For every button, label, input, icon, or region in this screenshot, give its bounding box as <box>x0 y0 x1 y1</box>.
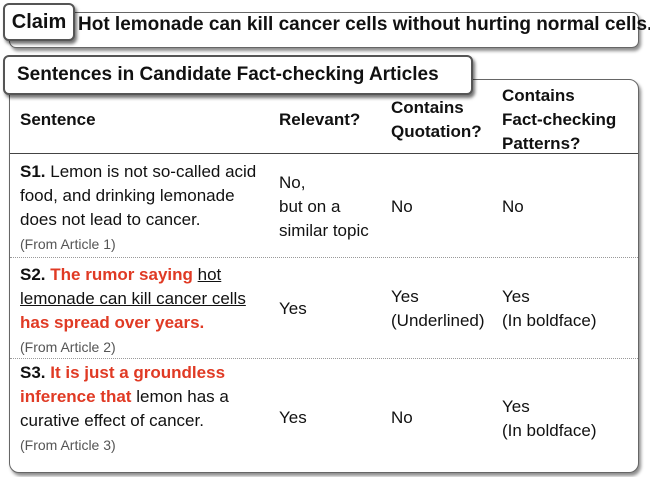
claim-box <box>9 12 639 48</box>
row-s2-patterns: Yes (In boldface) <box>502 285 597 333</box>
row-s2-source: (From Article 2) <box>20 339 116 355</box>
row-s2-relevant: Yes <box>279 299 307 318</box>
row-s1-relevant: No, but on a similar topic <box>279 171 369 243</box>
row-s3-relevant: Yes <box>279 408 307 427</box>
header-sentence: Sentence <box>20 110 96 129</box>
row-s3-patterns-line1: Yes <box>502 397 530 416</box>
row-s3-quotation: No <box>391 408 413 427</box>
row-s3-text-red1: It is just a groundless <box>50 363 226 382</box>
row-s2-text-red1: The rumor saying <box>50 265 193 284</box>
row-s3-patterns: Yes (In boldface) <box>502 395 597 443</box>
row-s2-patterns-line2: (In boldface) <box>502 311 597 330</box>
row-s3-text-red2: inference that <box>20 387 132 406</box>
header-patterns-line1: Contains <box>502 86 575 105</box>
header-patterns-line2: Fact-checking <box>502 110 617 129</box>
row-s1-relevant-line1: No, <box>279 173 306 192</box>
row-s2-id: S2. <box>20 265 46 284</box>
row-s2-text-red2: has spread over years. <box>20 313 205 332</box>
header-patterns: Contains Fact-checking Patterns? <box>502 84 616 156</box>
row-s1-id: S1. <box>20 162 46 181</box>
sentences-table-panel <box>9 79 639 473</box>
row-s2-patterns-line1: Yes <box>502 287 530 306</box>
row-s1-text-line3: does not lead to cancer. <box>20 210 201 229</box>
row-s1-relevant-line2: but on a <box>279 197 341 216</box>
row-s1-quotation: No <box>391 197 413 216</box>
row-s2-text-underlined2: lemonade can kill cancer cells <box>20 289 246 308</box>
row-s3-sentence: S3. It is just a groundless inference th… <box>20 361 229 457</box>
row-s1-text-line1: Lemon is not so-called acid <box>50 162 257 181</box>
header-patterns-line3: Patterns? <box>502 134 581 153</box>
row-s3-id: S3. <box>20 363 46 382</box>
header-divider <box>10 153 638 154</box>
row-s2-sentence: S2. The rumor saying hot lemonade can ki… <box>20 263 246 359</box>
row-s1-source: (From Article 1) <box>20 236 116 252</box>
row-divider <box>10 257 638 258</box>
row-s2-quotation-line1: Yes <box>391 287 419 306</box>
row-s3-patterns-line2: (In boldface) <box>502 421 597 440</box>
claim-tag: Claim <box>3 3 75 41</box>
row-s1-text-line2: food, and drinking lemonade <box>20 186 235 205</box>
row-s1-patterns: No <box>502 197 524 216</box>
row-s2-text-underlined1: hot <box>197 265 222 284</box>
header-relevant: Relevant? <box>279 110 361 129</box>
row-s3-text-plain1: lemon has a <box>136 387 229 406</box>
header-quotation-line1: Contains <box>391 98 464 117</box>
row-divider <box>10 358 638 359</box>
row-s3-text-line3: curative effect of cancer. <box>20 411 204 430</box>
section-title: Sentences in Candidate Fact-checking Art… <box>3 55 473 95</box>
row-s2-quotation-line2: (Underlined) <box>391 311 485 330</box>
row-s1-sentence: S1. Lemon is not so-called acid food, an… <box>20 160 256 256</box>
header-quotation-line2: Quotation? <box>391 122 482 141</box>
row-s3-source: (From Article 3) <box>20 437 116 453</box>
row-s1-relevant-line3: similar topic <box>279 221 369 240</box>
claim-text: Hot lemonade can kill cancer cells witho… <box>78 14 650 35</box>
header-quotation: Contains Quotation? <box>391 96 482 144</box>
row-s2-quotation: Yes (Underlined) <box>391 285 485 333</box>
